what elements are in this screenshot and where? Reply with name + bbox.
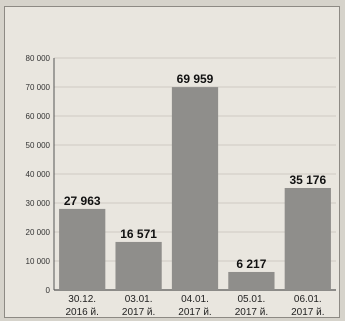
data-label: 69 959 xyxy=(177,72,214,86)
x-tick-label: 06.01. xyxy=(294,294,322,305)
x-tick-label: 2017 й. xyxy=(291,307,324,318)
x-tick-label: 2017 й. xyxy=(178,307,211,318)
y-tick-label: 40 000 xyxy=(26,170,51,179)
data-labels: 27 963 16 571 69 959 6 217 35 176 xyxy=(64,72,327,271)
bar xyxy=(284,187,331,290)
y-tick-label: 50 000 xyxy=(26,141,51,150)
x-tick-label: 05.01. xyxy=(237,294,265,305)
bars xyxy=(59,87,331,290)
x-tick-label: 2016 й. xyxy=(66,307,99,318)
bar xyxy=(115,241,162,290)
y-axis-ticks: 0 10 000 20 000 30 000 40 000 50 000 60 000 70 … xyxy=(26,54,51,295)
y-tick-label: 10 000 xyxy=(26,257,51,266)
bar xyxy=(59,208,106,290)
data-label: 27 963 xyxy=(64,194,101,208)
data-label: 16 571 xyxy=(120,227,157,241)
y-tick-label: 80 000 xyxy=(26,54,51,63)
y-tick-label: 20 000 xyxy=(26,228,51,237)
data-label: 6 217 xyxy=(236,257,266,271)
bar xyxy=(171,87,219,290)
y-tick-label: 30 000 xyxy=(26,199,51,208)
x-tick-label: 2017 й. xyxy=(122,307,155,318)
x-tick-label: 2017 й. xyxy=(235,307,268,318)
x-tick-label: 30.12. xyxy=(68,294,96,305)
y-tick-label: 0 xyxy=(46,286,51,295)
x-axis-labels: 30.12. 2016 й. 03.01. 2017 й. 04.01. 2017 й. 0… xyxy=(66,294,325,318)
y-tick-label: 60 000 xyxy=(26,112,51,121)
x-tick-label: 04.01. xyxy=(181,294,209,305)
x-tick-label: 03.01. xyxy=(125,294,153,305)
bar xyxy=(228,271,275,290)
data-label: 35 176 xyxy=(289,173,326,187)
y-tick-label: 70 000 xyxy=(26,83,51,92)
